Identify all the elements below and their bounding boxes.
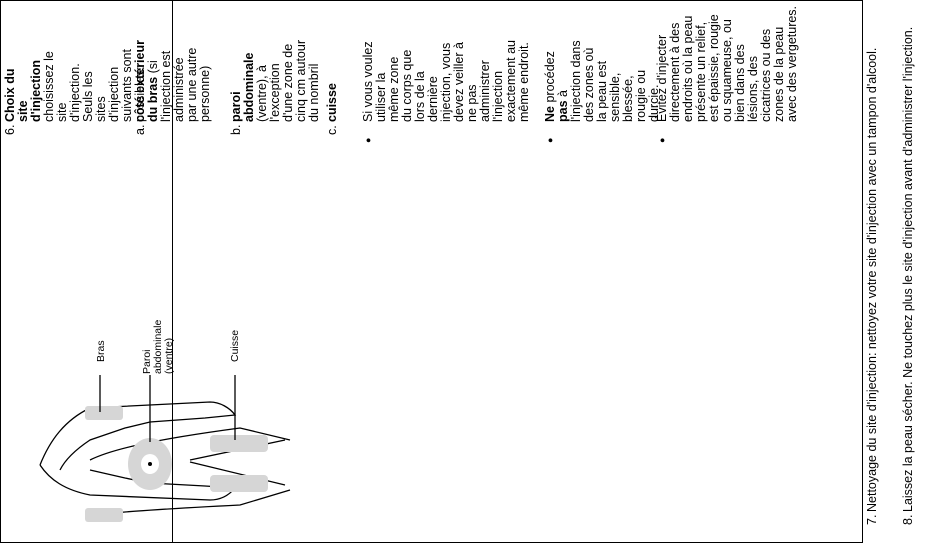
step-8-number: 8. [901,514,915,525]
step-6-number: 6. [3,124,17,135]
site-b-rest: (ventre), à l'exception d'une zone de ci… [255,40,321,122]
bullet-icon: ● [363,137,373,143]
step-7-number: 7. [865,514,879,525]
thigh-zone [210,475,268,492]
table-edge-top [0,0,862,1]
site-choice-heading: Choix du site d'injection [3,60,43,122]
table-top-border [0,0,1,543]
step-7-text: Nettoyage du site d'injection: nettoyez … [865,47,879,512]
arm-zone [85,508,123,522]
site-c-bold: cuisse [325,83,339,122]
bullet-icon: ● [657,137,667,143]
bullet-1-text: Si vous voulez utiliser la même zone du … [361,40,531,122]
bullet-2-text: Ne procédez pas à l'injection dans des z… [543,40,661,122]
thigh-zone [210,435,268,452]
site-a-letter: a. [133,124,147,135]
site-choice-column: Choix du site d'injection choisissez le … [3,44,147,122]
label-bras: Bras [95,340,107,362]
site-a-text: côté extérieur du bras (si l'injection e… [133,38,212,122]
bullet-2-mid: procédez [543,51,557,107]
bullet-icon: ● [545,137,555,143]
arm-zone [85,406,123,420]
bullet-2-rest: à l'injection dans des zones où la peau … [556,40,661,122]
site-b-letter: b. [229,124,243,135]
navel-dot [148,462,152,466]
site-c-text: cuisse [325,38,339,122]
site-choice-intro: choisissez le site d'injection. Seuls le… [42,49,147,122]
table-right-border [862,0,863,543]
body-outline [39,401,237,471]
bullet-2-bold-ne: Ne [543,106,557,122]
site-a-bold: côté extérieur du bras [133,40,160,122]
site-b-bold: paroi abdominale [229,52,256,122]
bullet-2-bold-pas: pas [556,100,570,122]
bullet-3-text: Évitez d'injecter directement à des endr… [655,5,799,122]
label-cuisse: Cuisse [229,329,241,362]
injection-sites-figure [39,375,291,522]
site-b-text: paroi abdominale (ventre), à l'exception… [229,38,321,122]
site-c-letter: c. [325,125,339,135]
label-paroi-abdominale: Paroi abdominale (ventre) [141,319,175,374]
step-8-text: Laissez la peau sécher. Ne touchez plus … [901,26,915,512]
